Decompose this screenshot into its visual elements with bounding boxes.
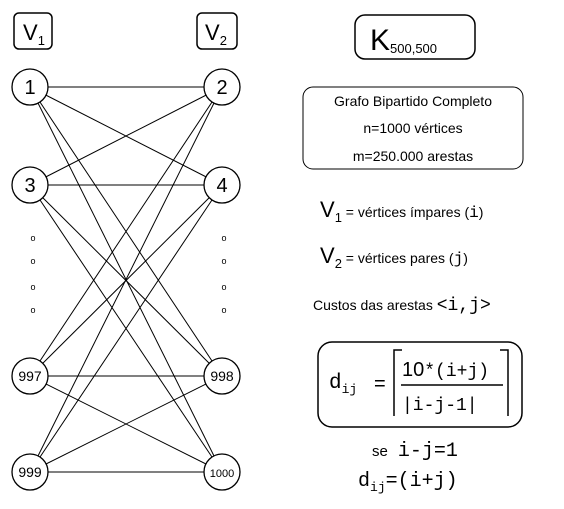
node-label-2: 2 <box>216 77 227 99</box>
edge-997-2 <box>29 86 223 377</box>
node-label-998: 998 <box>210 368 234 384</box>
node-2 <box>203 68 241 106</box>
edge-999-4 <box>29 184 223 473</box>
special-case-condition: se i-j=1 <box>372 440 458 463</box>
info-box <box>302 86 524 170</box>
ceil-left-bracket <box>393 349 402 416</box>
node-label-1: 1 <box>24 77 35 99</box>
left-dot-3: o <box>30 305 35 315</box>
edge-3-2 <box>29 86 223 186</box>
formula-lhs: dij <box>329 372 357 397</box>
node-label-3: 3 <box>24 175 35 197</box>
right-dot-0: o <box>221 233 226 243</box>
right-dot-2: o <box>221 282 226 292</box>
v2-header-label: V2 <box>205 20 227 48</box>
node-999 <box>11 453 49 491</box>
node-4 <box>203 166 241 204</box>
v2-definition: V2 = vértices pares (j) <box>320 243 468 271</box>
graph-edges <box>29 86 223 473</box>
node-1000 <box>203 453 241 491</box>
info-line-2: n=1000 vértices <box>363 120 462 136</box>
edge-999-998 <box>29 375 223 473</box>
info-line-1: Grafo Bipartido Completo <box>334 93 492 109</box>
v2-header-box <box>196 12 238 50</box>
right-dot-1: o <box>221 256 226 266</box>
title-box <box>354 14 476 60</box>
ceil-right-bracket <box>500 349 509 416</box>
ellipsis-dots: o o o o o o o o <box>30 233 226 315</box>
special-case-formula: dij=(i+j) <box>358 470 458 495</box>
costs-label: Custos das arestas <i,j> <box>313 296 491 316</box>
formula-equals: = <box>374 373 386 395</box>
right-dot-3: o <box>221 305 226 315</box>
node-label-999: 999 <box>18 464 42 480</box>
node-label-1000: 1000 <box>210 468 234 480</box>
v1-definition: V1 = vértices ímpares (i) <box>320 197 483 225</box>
formula-denominator: |i-j-1| <box>402 396 478 416</box>
formula-numerator: 10*(i+j) <box>402 359 489 382</box>
graph-nodes: 1 2 3 4 997 998 999 1000 <box>11 68 241 491</box>
graph-title: K500,500 <box>370 24 437 57</box>
edge-999-2 <box>29 86 223 473</box>
node-998 <box>203 357 241 395</box>
formula-box <box>317 341 523 428</box>
left-dot-2: o <box>30 282 35 292</box>
node-1 <box>11 68 49 106</box>
node-3 <box>11 166 49 204</box>
node-997 <box>11 357 49 395</box>
left-dot-0: o <box>30 233 35 243</box>
node-label-997: 997 <box>18 368 42 384</box>
info-line-3: m=250.000 arestas <box>353 148 473 164</box>
v1-header-label: V1 <box>23 20 45 48</box>
v1-header-box <box>13 12 53 50</box>
node-label-4: 4 <box>216 175 227 197</box>
left-dot-1: o <box>30 256 35 266</box>
